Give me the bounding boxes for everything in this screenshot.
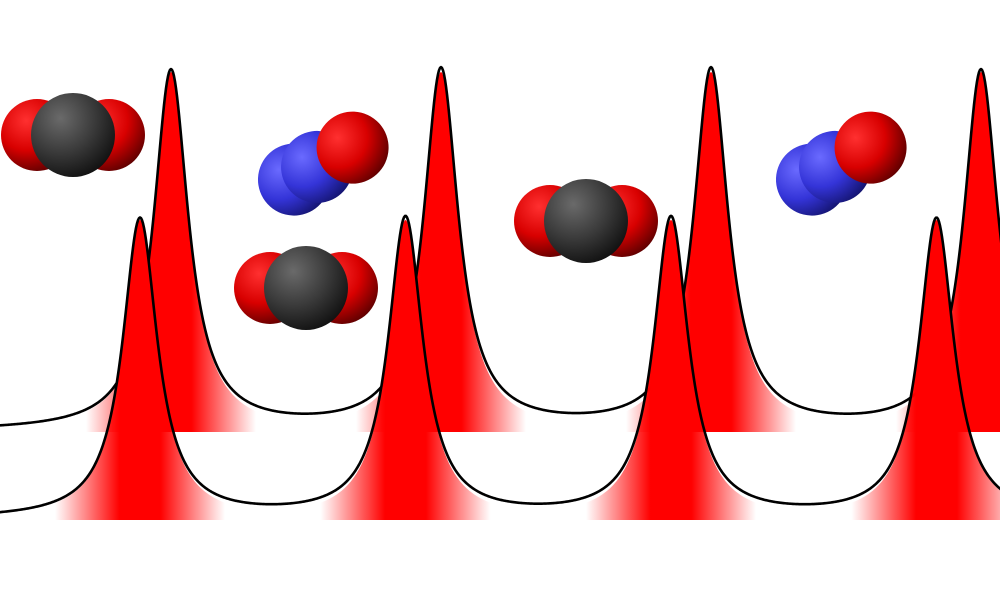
front-peak-row — [0, 214, 1000, 520]
front-peak-outline — [0, 214, 1000, 514]
molecule-layer — [1, 93, 907, 330]
front-peak-fill-4 — [851, 220, 1000, 520]
back-peak-fill-4 — [896, 72, 1000, 432]
front-peak-fill-2 — [320, 220, 491, 520]
carbon-atom — [31, 93, 115, 177]
oxygen-atom — [316, 111, 389, 184]
back-peak-fill-3 — [626, 72, 796, 432]
carbon-atom — [264, 246, 348, 330]
front-peak-fill-3 — [586, 220, 756, 520]
no-molecule-icon — [775, 111, 907, 216]
no-molecule-icon — [257, 111, 389, 216]
back-peak-fill-2 — [356, 72, 526, 432]
oxygen-atom — [834, 111, 907, 184]
co2-molecule-icon — [514, 179, 658, 263]
front-peak-fill-1 — [55, 220, 225, 520]
co2-molecule-icon — [234, 246, 378, 330]
co2-molecule-icon — [1, 93, 145, 177]
back-peak-fill-1 — [86, 72, 256, 432]
carbon-atom — [544, 179, 628, 263]
